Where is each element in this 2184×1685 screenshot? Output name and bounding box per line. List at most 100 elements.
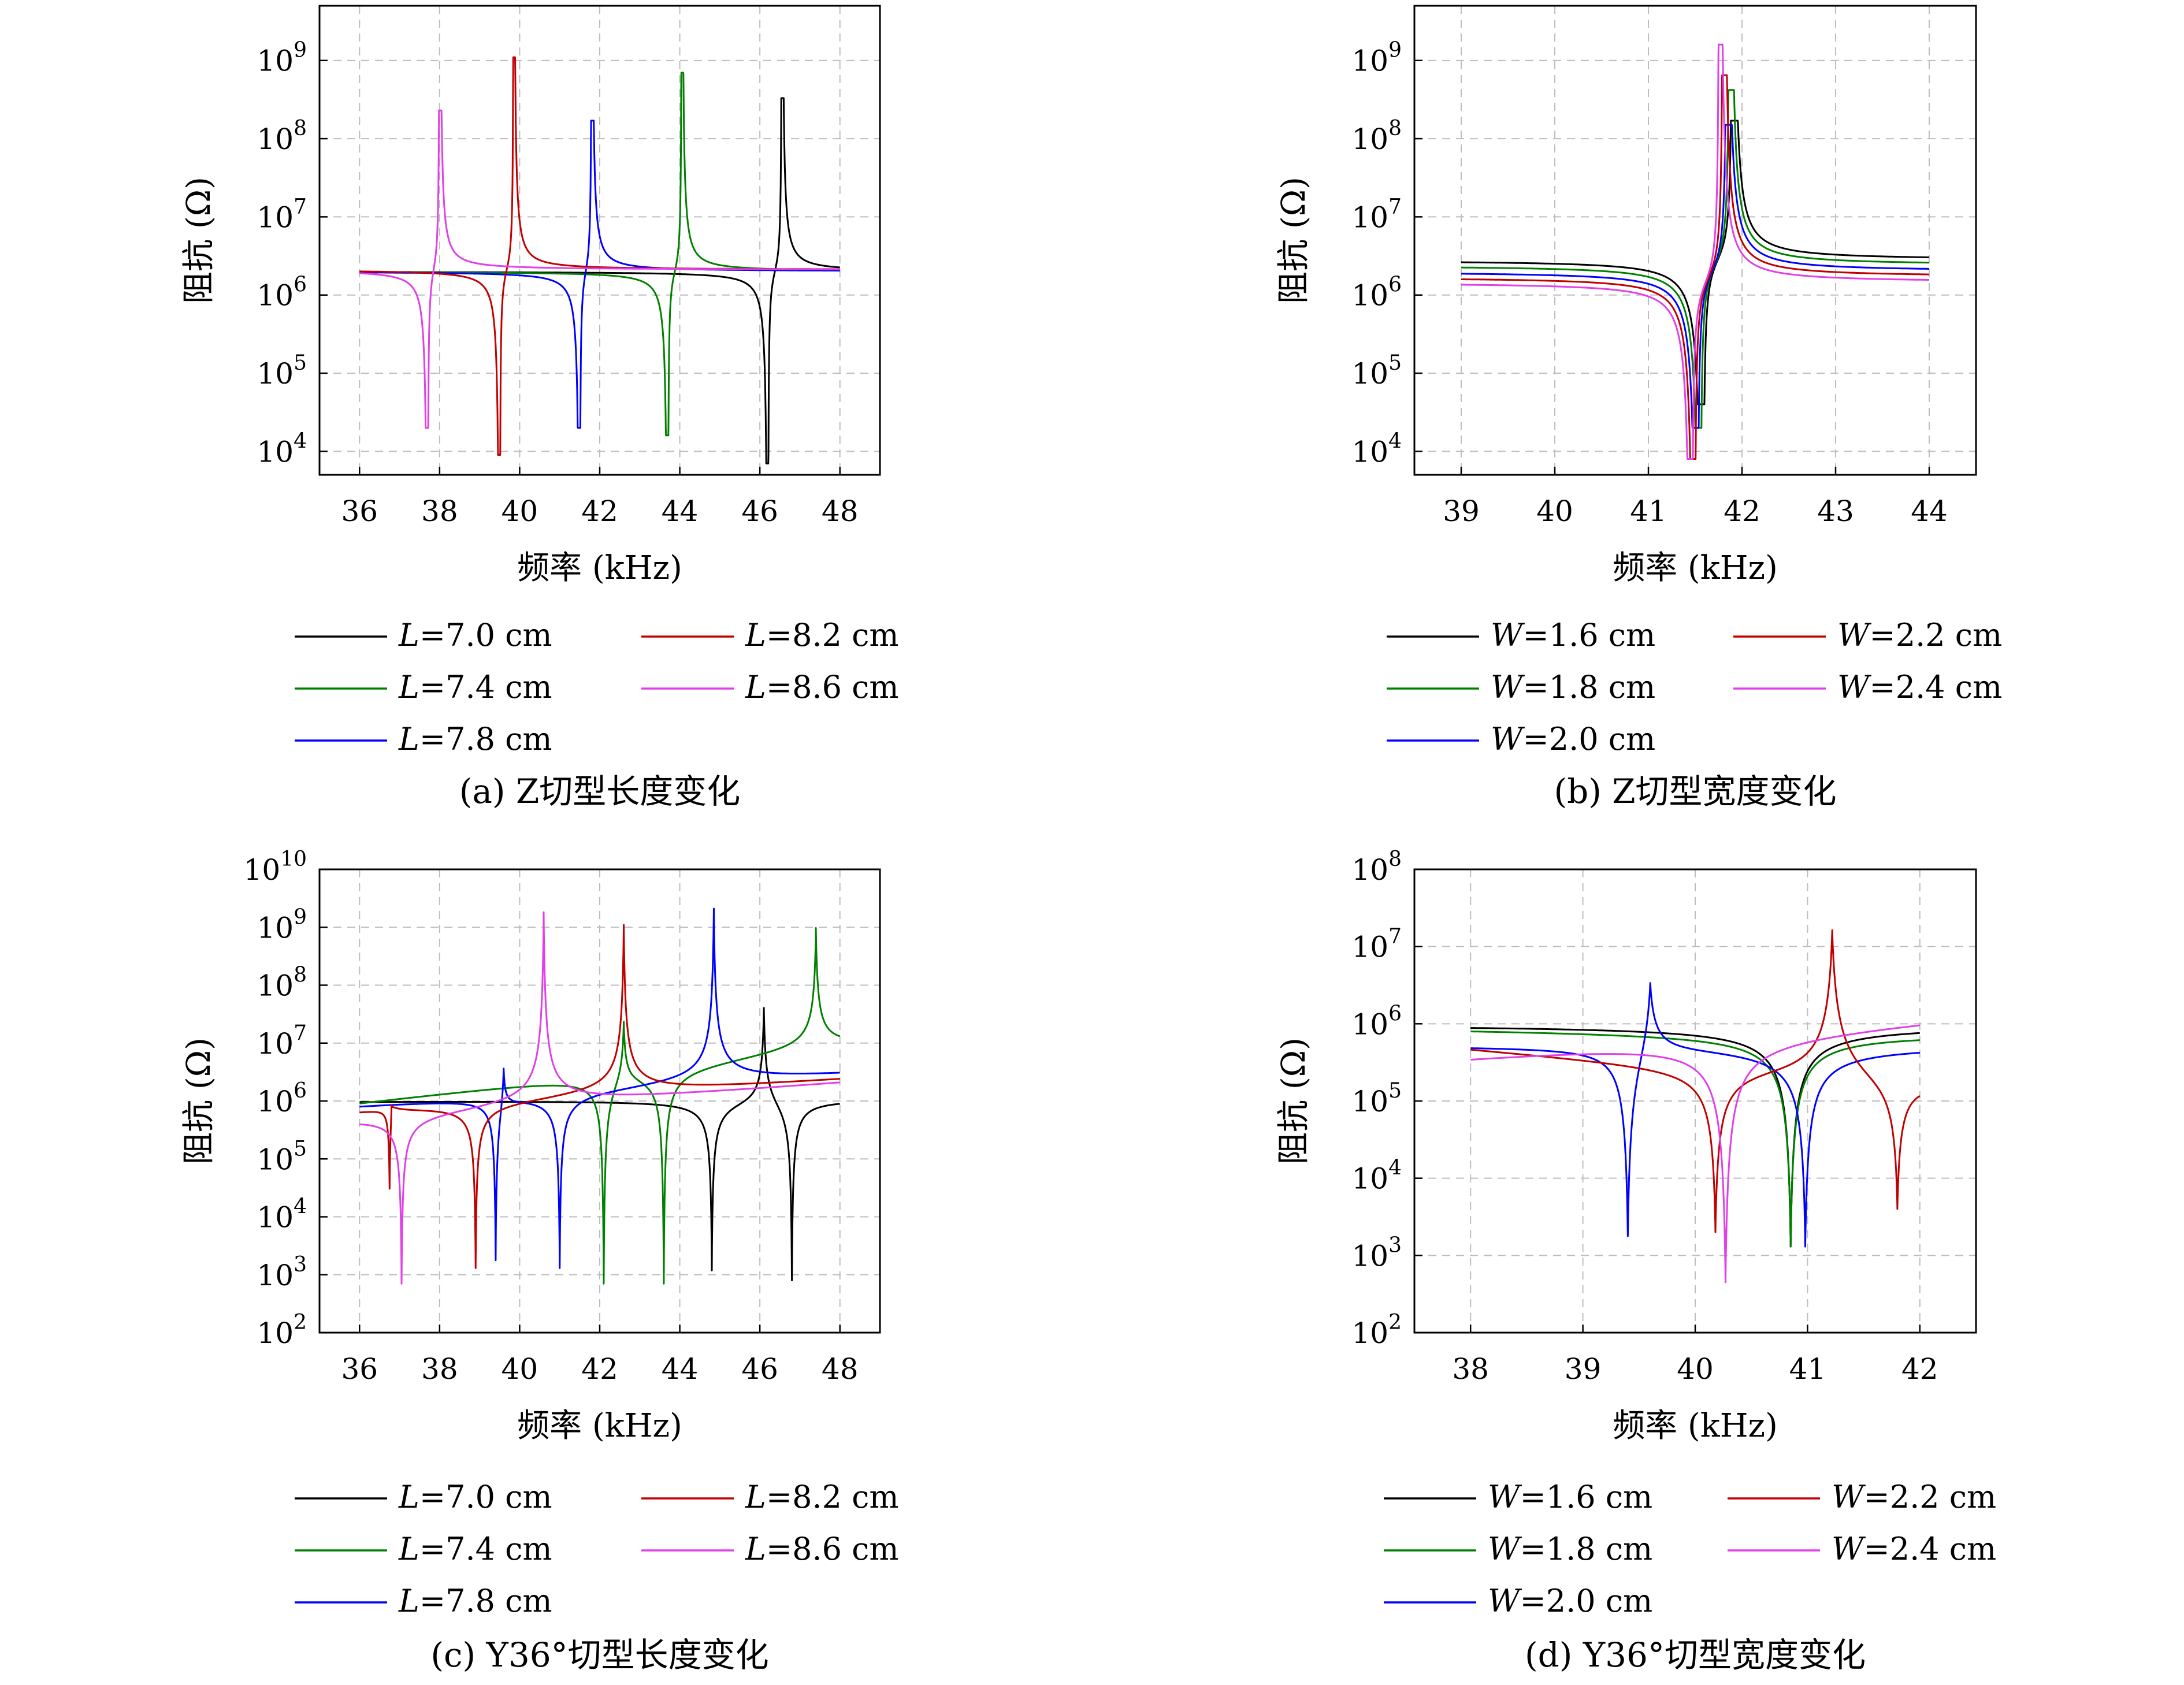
panel-a: 36 38 40 42 44 46 48 104 105 106 107 108 109 频率 (kHz)… xyxy=(180,5,899,811)
legend-item: L=7.0 cm xyxy=(295,617,552,653)
legend-item: L=7.0 cm xyxy=(295,1479,552,1515)
y-tick-label: 104 xyxy=(257,1195,307,1234)
x-tick-label: 44 xyxy=(662,494,699,528)
grid-d xyxy=(1414,869,1976,1333)
x-tick-label: 43 xyxy=(1817,494,1854,528)
x-tick-label: 41 xyxy=(1789,1352,1826,1386)
legend-item: W=2.4 cm xyxy=(1728,1531,1996,1567)
legend-b: W=1.6 cm W=1.8 cm W=2.0 cm W=2.2 cm W=2.4 cm xyxy=(1387,617,2002,757)
legend-item: L=8.6 cm xyxy=(641,1531,899,1567)
y-tick-label: 109 xyxy=(1351,39,1402,78)
y-tick-label: 107 xyxy=(257,1021,307,1061)
legend-label: W=1.6 cm xyxy=(1488,1479,1652,1515)
legend-item: L=8.2 cm xyxy=(641,1479,899,1515)
y-tick-label: 106 xyxy=(1351,1002,1402,1041)
x-tick-label: 39 xyxy=(1443,494,1480,528)
x-tick-label: 44 xyxy=(662,1352,699,1386)
series-line xyxy=(1460,89,1930,429)
legend-item: W=2.4 cm xyxy=(1733,669,2002,705)
legend-item: W=1.8 cm xyxy=(1384,1531,1652,1567)
legend-d: W=1.6 cm W=1.8 cm W=2.0 cm W=2.2 cm W=2.4 cm xyxy=(1384,1479,1996,1619)
panel-b: 39 40 41 42 43 44 104 105 106 107 108 109 频率 (kHz) 阻抗… xyxy=(1275,5,2002,811)
legend-label: L=7.8 cm xyxy=(398,1583,552,1619)
legend-item: W=1.6 cm xyxy=(1387,617,1655,653)
panel-caption: (a) Z切型长度变化 xyxy=(459,772,741,811)
legend-item: L=7.4 cm xyxy=(295,1531,552,1567)
legend-item: W=2.2 cm xyxy=(1728,1479,1996,1515)
y-tick-label: 108 xyxy=(257,117,307,156)
legend-label: W=2.0 cm xyxy=(1491,721,1655,757)
legend-item: L=7.8 cm xyxy=(295,721,552,757)
y-tick-label: 108 xyxy=(1351,847,1402,887)
x-tick-label: 40 xyxy=(502,494,538,528)
legend-label: W=1.8 cm xyxy=(1491,669,1655,705)
y-axis-title: 阻抗 (Ω) xyxy=(1275,177,1313,304)
x-tick-label: 44 xyxy=(1911,494,1948,528)
x-tick-label: 46 xyxy=(741,494,778,528)
legend-label: L=8.2 cm xyxy=(745,1479,899,1515)
x-tick-label: 40 xyxy=(502,1352,538,1386)
x-axis-title: 频率 (kHz) xyxy=(1613,1407,1778,1445)
legend-label: W=2.0 cm xyxy=(1488,1583,1652,1619)
legend-label: W=2.4 cm xyxy=(1832,1531,1996,1567)
x-tick-label: 38 xyxy=(421,494,458,528)
legend-label: W=2.4 cm xyxy=(1837,669,2002,705)
y-tick-label: 1010 xyxy=(244,847,307,887)
y-axis-title: 阻抗 (Ω) xyxy=(1275,1037,1313,1165)
legend-label: W=2.2 cm xyxy=(1837,617,2002,653)
y-tick-label: 103 xyxy=(257,1253,307,1292)
series-line xyxy=(1470,1024,1921,1284)
legend-label: L=7.8 cm xyxy=(398,721,552,757)
legend-label: W=2.2 cm xyxy=(1832,1479,1996,1515)
y-tick-label: 108 xyxy=(1351,117,1402,156)
y-tick-label: 106 xyxy=(257,273,307,313)
legend-item: W=2.0 cm xyxy=(1387,721,1655,757)
series-line xyxy=(1470,929,1921,1233)
x-tick-label: 48 xyxy=(822,494,859,528)
panel-caption: (d) Y36°切型宽度变化 xyxy=(1525,1635,1866,1675)
legend-label: L=7.4 cm xyxy=(398,669,552,705)
series-line xyxy=(1470,1027,1921,1248)
y-tick-label: 107 xyxy=(1351,925,1402,964)
x-tick-label: 42 xyxy=(1901,1352,1938,1386)
legend-item: L=8.2 cm xyxy=(641,617,899,653)
x-axis-title: 频率 (kHz) xyxy=(1613,549,1778,587)
x-tick-label: 38 xyxy=(421,1352,458,1386)
y-tick-label: 105 xyxy=(1351,351,1402,390)
x-tick-label: 38 xyxy=(1452,1352,1489,1386)
legend-label: W=1.8 cm xyxy=(1488,1531,1652,1567)
x-tick-label: 40 xyxy=(1677,1352,1714,1386)
series-group-a xyxy=(359,56,841,464)
legend-item: L=7.4 cm xyxy=(295,669,552,705)
legend-label: W=1.6 cm xyxy=(1491,617,1655,653)
legend-label: L=8.6 cm xyxy=(745,669,899,705)
legend-c: L=7.0 cm L=7.4 cm L=7.8 cm L=8.2 cm L=8.6 cm xyxy=(295,1479,899,1619)
legend-item: L=7.8 cm xyxy=(295,1583,552,1619)
series-line xyxy=(1460,74,1930,460)
series-line xyxy=(359,924,841,1269)
x-tick-label: 48 xyxy=(822,1352,859,1386)
series-line xyxy=(1470,1031,1921,1248)
legend-item: W=2.2 cm xyxy=(1733,617,2002,653)
series-line xyxy=(359,109,841,429)
x-axis-title: 频率 (kHz) xyxy=(517,549,682,587)
series-group-d xyxy=(1470,929,1921,1284)
series-line xyxy=(359,907,841,1269)
series-line xyxy=(1470,982,1921,1248)
x-tick-label: 36 xyxy=(341,1352,378,1386)
y-tick-label: 104 xyxy=(1351,1156,1402,1196)
y-tick-label: 104 xyxy=(1351,429,1402,468)
y-tick-label: 106 xyxy=(257,1079,307,1118)
y-tick-label: 105 xyxy=(1351,1079,1402,1118)
legend-label: L=8.2 cm xyxy=(745,617,899,653)
legend-a: L=7.0 cm L=7.4 cm L=7.8 cm L=8.2 cm L=8.6 cm xyxy=(295,617,899,757)
x-axis-title: 频率 (kHz) xyxy=(517,1407,682,1445)
series-group-c xyxy=(359,907,841,1285)
y-axis-title: 阻抗 (Ω) xyxy=(180,177,218,304)
legend-label: L=8.6 cm xyxy=(745,1531,899,1567)
y-tick-label: 105 xyxy=(257,351,307,390)
x-tick-label: 39 xyxy=(1565,1352,1602,1386)
x-tick-label: 41 xyxy=(1630,494,1667,528)
series-line xyxy=(1460,124,1930,429)
legend-item: W=1.8 cm xyxy=(1387,669,1655,705)
